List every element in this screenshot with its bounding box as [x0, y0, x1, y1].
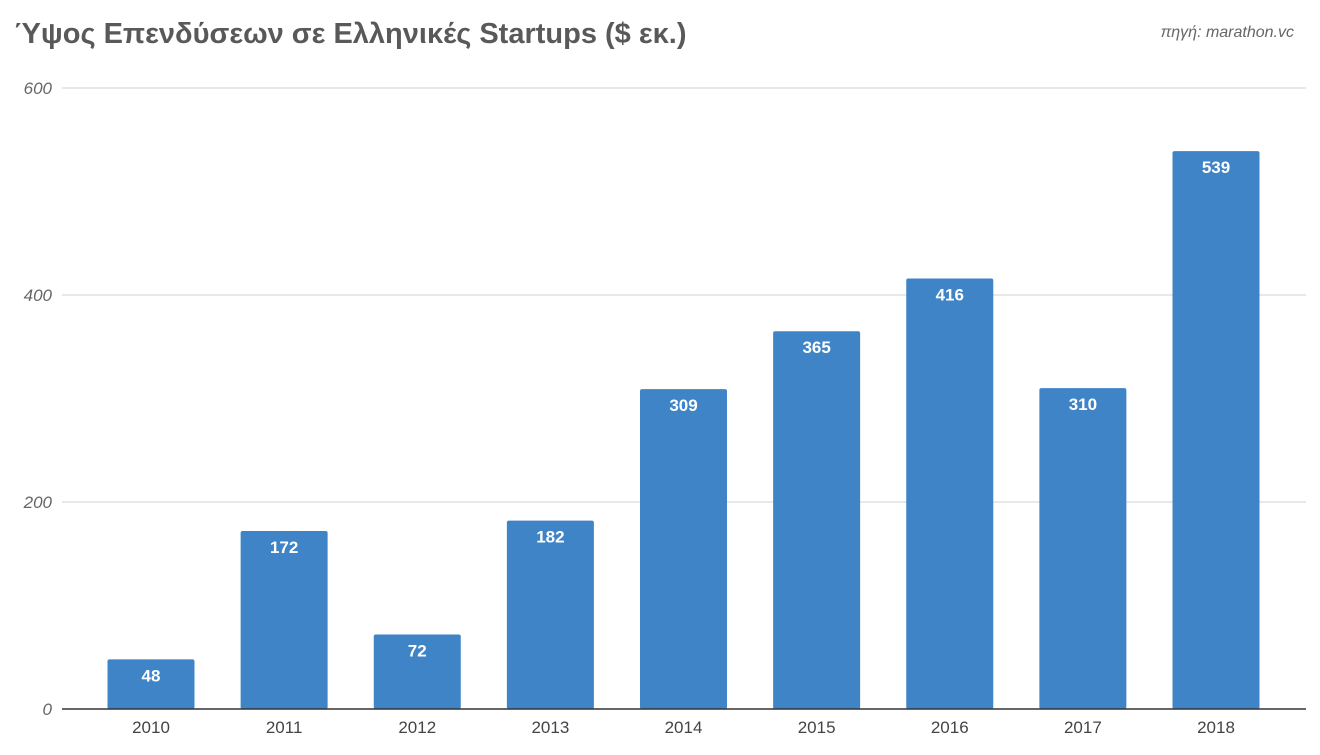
bar	[107, 659, 195, 709]
bar-data-label: 72	[408, 641, 427, 660]
x-tick-label: 2014	[665, 718, 703, 737]
bar	[640, 389, 727, 709]
bar	[373, 634, 461, 709]
y-tick-label: 200	[23, 493, 53, 512]
bar	[773, 331, 861, 709]
bar	[506, 520, 594, 709]
x-tick-label: 2017	[1064, 718, 1102, 737]
x-tick-label: 2010	[132, 718, 170, 737]
y-tick-label: 600	[24, 79, 53, 98]
x-tick-label: 2013	[531, 718, 569, 737]
x-tick-label: 2018	[1197, 718, 1235, 737]
bar	[240, 530, 328, 709]
bar	[906, 278, 994, 709]
y-tick-label: 0	[43, 700, 53, 719]
x-tick-label: 2012	[398, 718, 436, 737]
x-tick-label: 2015	[798, 718, 836, 737]
y-tick-label: 400	[24, 286, 53, 305]
chart-title: Ύψος Επενδύσεων σε Ελληνικές Startups ($…	[14, 18, 687, 50]
x-tick-label: 2016	[931, 718, 969, 737]
bar-data-label: 172	[270, 538, 298, 557]
bar-data-label: 539	[1202, 158, 1230, 177]
x-tick-label: 2011	[266, 718, 303, 737]
bar	[1172, 151, 1260, 709]
bar-data-label: 48	[142, 666, 161, 685]
chart-source: πηγή: marathon.vc	[1160, 24, 1294, 41]
bar-data-label: 310	[1069, 395, 1097, 414]
bar-data-label: 309	[669, 396, 697, 415]
bar-data-label: 182	[536, 528, 564, 547]
bar-data-label: 416	[936, 285, 964, 304]
bar-data-label: 365	[802, 338, 830, 357]
bar	[1039, 388, 1127, 709]
